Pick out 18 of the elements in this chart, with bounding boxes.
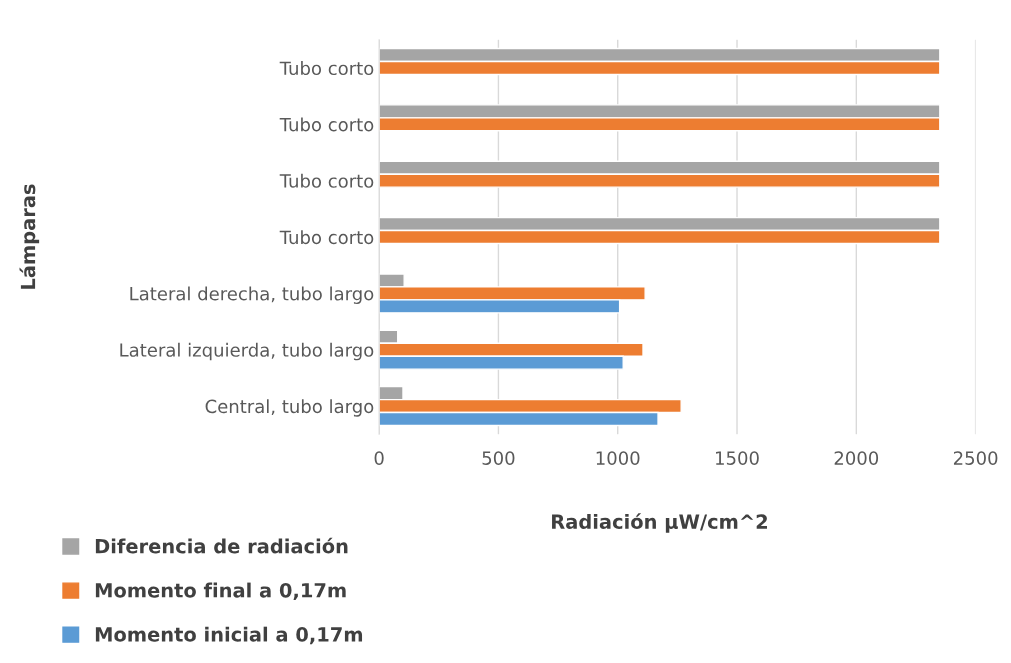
- x-tick-label: 0: [374, 451, 384, 465]
- legend-label: Diferencia de radiación: [95, 537, 348, 554]
- x-tick-label: 1500: [716, 451, 759, 465]
- legend-label: Momento final a 0,17m: [95, 582, 346, 601]
- legend-label: Momento inicial a 0,17m: [95, 626, 363, 645]
- y-tick-label: Tubo corto: [279, 61, 374, 76]
- y-axis-title: Lámparas: [19, 184, 40, 289]
- y-tick-label: Lateral derecha, tubo largo: [130, 286, 374, 304]
- x-tick-label: 500: [482, 451, 515, 465]
- x-tick-label: 2500: [953, 451, 998, 465]
- y-tick-label: Tubo corto: [279, 173, 374, 188]
- x-tick-label: 2000: [834, 451, 879, 465]
- y-tick-label: Central, tubo largo: [205, 399, 374, 417]
- y-tick-label: Tubo corto: [279, 117, 374, 132]
- x-tick-label: 1000: [596, 451, 640, 465]
- y-tick-label: Tubo corto: [279, 230, 374, 245]
- y-tick-label: Lateral izquierda, tubo largo: [120, 342, 374, 361]
- x-axis-title: Radiación μW/cm^2: [552, 513, 767, 533]
